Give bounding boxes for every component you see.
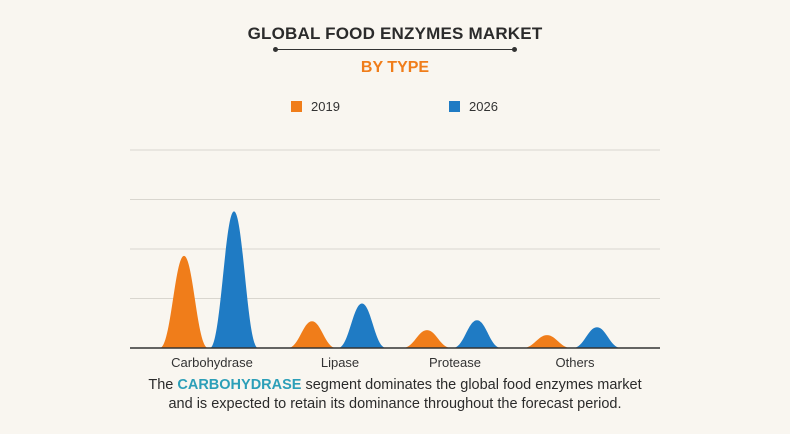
chart-subtitle: BY TYPE xyxy=(360,59,430,76)
legend-item-2026: 2026 xyxy=(449,98,498,114)
legend-label-2026: 2026 xyxy=(469,98,498,114)
peak-others-2019 xyxy=(523,335,571,348)
x-tick-label: Protease xyxy=(429,355,481,370)
footer-line-2: and is expected to retain its dominance … xyxy=(168,396,622,412)
chart-title: GLOBAL FOOD ENZYMES MARKET xyxy=(247,24,543,43)
title-divider xyxy=(273,47,517,52)
x-tick-label: Others xyxy=(555,355,595,370)
peak-carbohydrase-2026 xyxy=(210,211,258,348)
footer-highlight: CARBOHYDRASE xyxy=(177,377,302,393)
footer-line1-rest: segment dominates the global food enzyme… xyxy=(301,377,642,393)
legend-label-2019: 2019 xyxy=(311,98,340,114)
legend-item-2019: 2019 xyxy=(291,98,340,114)
x-tick-label: Lipase xyxy=(321,355,359,370)
legend-swatch-2026 xyxy=(449,100,460,112)
x-tick-label: Carbohydrase xyxy=(171,355,253,370)
peak-protease-2019 xyxy=(403,330,451,348)
peak-lipase-2019 xyxy=(288,321,336,348)
chart-footer-caption: The CARBOHYDRASE segment dominates the g… xyxy=(0,376,790,414)
peak-carbohydrase-2019 xyxy=(160,255,208,348)
footer-prefix: The xyxy=(148,377,178,393)
legend-swatch-2019 xyxy=(291,100,302,112)
peak-protease-2026 xyxy=(453,320,501,348)
peak-others-2026 xyxy=(573,327,621,348)
peak-lipase-2026 xyxy=(338,303,386,348)
footer-line-1: The CARBOHYDRASE segment dominates the g… xyxy=(0,376,790,395)
